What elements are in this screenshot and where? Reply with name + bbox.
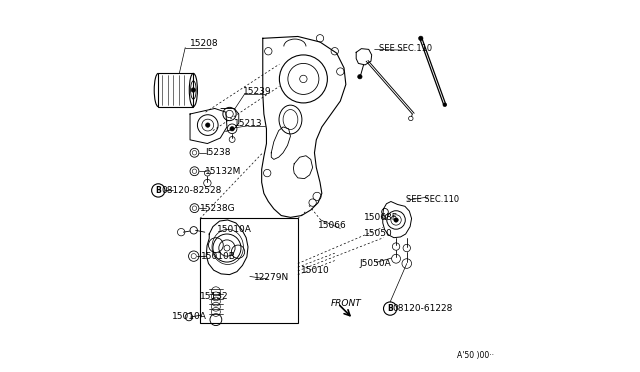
Bar [158,73,193,107]
Text: 15010: 15010 [301,266,330,275]
Circle shape [443,103,447,107]
Text: 15213: 15213 [234,119,263,128]
Text: FRONT: FRONT [331,299,362,308]
Circle shape [394,218,398,222]
Text: 15050: 15050 [364,229,392,238]
Text: I5238: I5238 [205,148,230,157]
Text: 15068F: 15068F [364,213,397,222]
Text: 08120-82528: 08120-82528 [161,186,221,195]
Circle shape [419,36,423,41]
Text: B: B [387,304,393,313]
Circle shape [230,126,234,131]
Text: SEE SEC.110: SEE SEC.110 [406,195,459,204]
Text: 15239: 15239 [243,87,271,96]
Text: 15010B: 15010B [201,252,236,262]
Text: 15132: 15132 [200,292,228,301]
Text: 12279N: 12279N [254,273,289,282]
Text: B: B [156,186,161,195]
Text: 15010A: 15010A [172,312,207,321]
Text: 15132M: 15132M [205,167,241,176]
Text: 15066: 15066 [318,221,346,230]
Text: 15010A: 15010A [218,225,252,234]
Text: 15208: 15208 [190,39,219,48]
Text: A'50 )00··: A'50 )00·· [456,350,493,360]
Circle shape [191,88,196,92]
Text: J5050A: J5050A [360,259,391,268]
Text: 15238G: 15238G [200,203,236,213]
Text: 08120-61228: 08120-61228 [392,304,452,313]
Circle shape [205,123,210,127]
Circle shape [358,74,362,79]
Bar [200,218,298,323]
Text: SEE SEC.110: SEE SEC.110 [379,44,432,53]
